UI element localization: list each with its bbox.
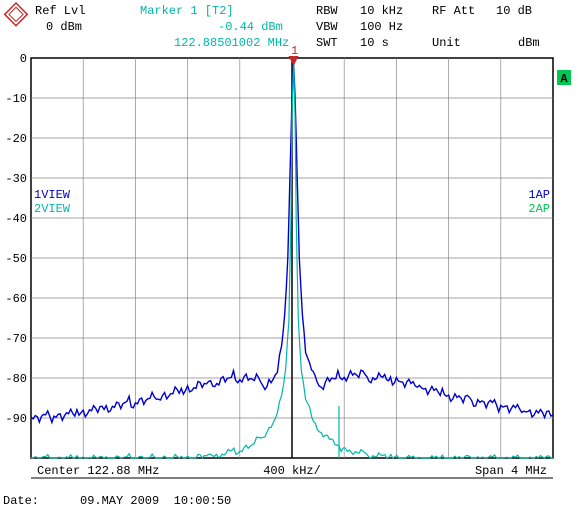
- center-freq-label: Center 122.88 MHz: [37, 464, 159, 478]
- view1-label: 1VIEW: [34, 188, 71, 202]
- ytick-label: -70: [5, 332, 27, 346]
- view2-label: 2VIEW: [34, 202, 71, 216]
- ytick-label: 0: [20, 52, 27, 66]
- ytick-label: -30: [5, 172, 27, 186]
- ytick-label: -20: [5, 132, 27, 146]
- ytick-label: -50: [5, 252, 27, 266]
- ap2-label: 2AP: [528, 202, 550, 216]
- xaxis-step-label: 400 kHz/: [263, 464, 321, 478]
- spectrum-chart: -90 -80 -70 -60 -50 -40 -30 -20 -10 0 1 A 1VIEW2VIEW…: [0, 0, 578, 513]
- date-label: Date:: [3, 494, 39, 508]
- date-value: 09.MAY 2009 10:00:50: [80, 494, 231, 508]
- ytick-label: -10: [5, 92, 27, 106]
- trace-a-label: A: [560, 72, 568, 86]
- ap1-label: 1AP: [528, 188, 550, 202]
- ytick-label: -60: [5, 292, 27, 306]
- ytick-label: -80: [5, 372, 27, 386]
- ytick-label: -40: [5, 212, 27, 226]
- span-label: Span 4 MHz: [475, 464, 547, 478]
- marker-number: 1: [291, 44, 298, 58]
- ytick-label: -90: [5, 412, 27, 426]
